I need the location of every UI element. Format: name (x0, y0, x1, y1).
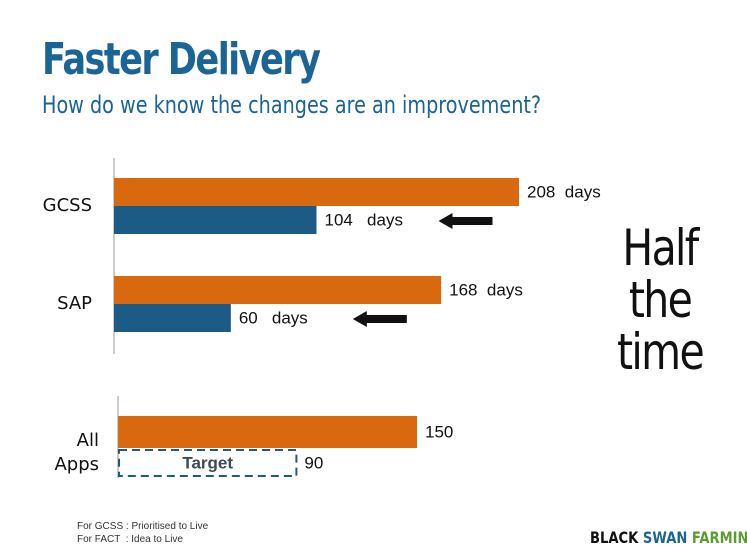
bar-all-apps-actual (118, 416, 417, 448)
category-label-all-apps: All (77, 430, 99, 451)
footnote: For GCSS : Prioritised to Live For FACT … (77, 520, 208, 546)
brand-logo: BLACK SWAN FARMING (590, 528, 747, 547)
target-inner-label: Target (182, 453, 233, 472)
annotation-line-1: Half (622, 219, 699, 277)
brand-word-black: BLACK (590, 528, 643, 547)
bar-gcss-after (114, 206, 317, 234)
arrow-icon (438, 213, 493, 229)
category-label-sap: SAP (57, 293, 92, 314)
page-subtitle: How do we know the changes are an improv… (42, 91, 542, 119)
annotation-line-2: the time (616, 271, 705, 381)
data-label-all-apps-actual: 150 (425, 422, 453, 441)
brand-word-swan: SWAN (642, 528, 692, 547)
data-label-sap-before: 168 days (449, 280, 523, 299)
bar-gcss-before (114, 178, 519, 206)
footnote-line-2: For FACT : Idea to Live (77, 534, 183, 545)
bar-all-apps-target (118, 449, 298, 477)
data-label-gcss-after: 104 days (325, 210, 403, 229)
bar-sap-before (114, 276, 442, 304)
page-title: Faster Delivery (42, 34, 321, 85)
half-time-annotation: Half the time (599, 222, 722, 378)
bar-sap-after (114, 304, 231, 332)
category-label-all-apps: Apps (54, 454, 99, 475)
data-label-sap-after: 60 days (239, 308, 308, 327)
data-label-gcss-before: 208 days (527, 182, 601, 201)
data-label-all-apps-target: 90 (304, 453, 323, 472)
footnote-line-1: For GCSS : Prioritised to Live (77, 521, 209, 532)
category-label-gcss: GCSS (43, 195, 92, 216)
brand-word-farming: FARMING (691, 528, 747, 547)
arrow-icon (352, 311, 407, 327)
